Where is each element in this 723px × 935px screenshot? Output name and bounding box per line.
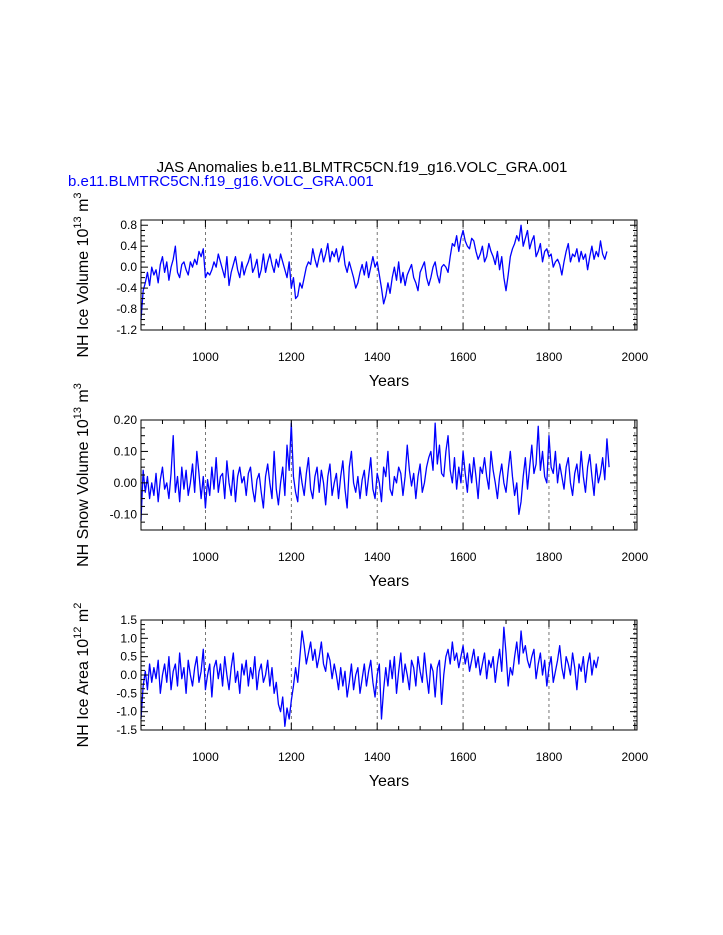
y-tick-label: -1.0: [116, 705, 137, 719]
panel-3: 1000 1200 1400 1600 1800 2000 -1.5 -1.0 -0.5 0.0 0…: [72, 603, 649, 790]
y-axis-label-text: NH Snow Volume 10: [75, 419, 92, 567]
y-tick-label: 0.5: [120, 650, 137, 664]
y-axis-label-exponent: 2: [72, 603, 84, 609]
series-line: [140, 626, 599, 727]
y-axis-label-text: m: [75, 609, 92, 627]
x-tick-label: 1600: [450, 750, 477, 764]
y-axis-label: NH Ice Area 1012 m2: [72, 603, 92, 748]
chart-panels: 1000 1200 1400 1600 1800 2000-1.2-0.8-0.40.00…: [72, 192, 649, 790]
y-tick-label: 0.8: [120, 218, 137, 232]
y-tick-label: -1.2: [116, 323, 137, 337]
x-tick-label: 1800: [536, 350, 563, 364]
y-tick-label: -0.10: [110, 507, 138, 521]
x-tick-label: 2000: [622, 350, 649, 364]
x-tick-label: 1000: [192, 550, 219, 564]
y-axis-label-exponent: 13: [72, 216, 84, 228]
x-tick-label: 1400: [364, 350, 391, 364]
y-axis-label-text: m: [75, 389, 92, 407]
y-tick-label: -0.5: [116, 686, 137, 700]
x-axis-label: Years: [369, 773, 409, 790]
series-line: [140, 224, 608, 320]
y-tick-label: 1.5: [120, 613, 137, 627]
y-axis-label-exponent: 3: [72, 383, 84, 389]
y-tick-label: -0.4: [116, 281, 137, 295]
plot-frame: [140, 219, 638, 331]
x-tick-label: 1400: [364, 750, 391, 764]
x-axis-label: Years: [369, 373, 409, 390]
y-axis-label-text: NH Ice Volume 10: [75, 229, 92, 358]
x-tick-label: 1600: [450, 350, 477, 364]
chart-subtitle: b.e11.BLMTRC5CN.f19_g16.VOLC_GRA.001: [68, 173, 374, 190]
y-axis-label-text: m: [75, 199, 92, 217]
y-tick-label: 0.0: [120, 668, 137, 682]
y-tick-label: 0.10: [114, 444, 138, 458]
chart-title: JAS Anomalies b.e11.BLMTRC5CN.f19_g16.VO…: [157, 159, 568, 176]
x-tick-label: 1800: [536, 550, 563, 564]
series-line: [140, 422, 610, 521]
y-axis-label-exponent: 12: [72, 627, 84, 639]
x-tick-label: 2000: [622, 750, 649, 764]
y-axis-label: NH Ice Volume 1013 m3: [72, 192, 92, 357]
y-tick-label: -0.8: [116, 302, 137, 316]
x-tick-label: 1800: [536, 750, 563, 764]
panel-1: 1000 1200 1400 1600 1800 2000 -1.2 -0.8 -0.4 0.0 0…: [72, 192, 649, 390]
y-tick-label: 0.0: [120, 260, 137, 274]
y-axis-label-text: NH Ice Area 10: [75, 639, 92, 748]
x-tick-label: 2000: [622, 550, 649, 564]
y-tick-label: 0.4: [120, 239, 137, 253]
x-tick-label: 1200: [278, 350, 305, 364]
x-tick-label: 1000: [192, 350, 219, 364]
y-axis-label-exponent: 3: [72, 192, 84, 198]
x-tick-label: 1600: [450, 550, 477, 564]
x-axis-label: Years: [369, 573, 409, 590]
y-tick-label: 0.20: [114, 413, 138, 427]
x-tick-label: 1200: [278, 750, 305, 764]
y-axis-label-exponent: 13: [72, 407, 84, 419]
y-tick-label: 1.0: [120, 631, 137, 645]
y-tick-label: -1.5: [116, 723, 137, 737]
x-tick-label: 1200: [278, 550, 305, 564]
y-axis-label: NH Snow Volume 1013 m3: [72, 383, 92, 567]
y-tick-label: 0.00: [114, 476, 138, 490]
x-tick-label: 1400: [364, 550, 391, 564]
x-tick-label: 1000: [192, 750, 219, 764]
panel-2: 1000 1200 1400 1600 1800 2000 -0.10 0.00 0.10 0.2…: [72, 383, 649, 590]
